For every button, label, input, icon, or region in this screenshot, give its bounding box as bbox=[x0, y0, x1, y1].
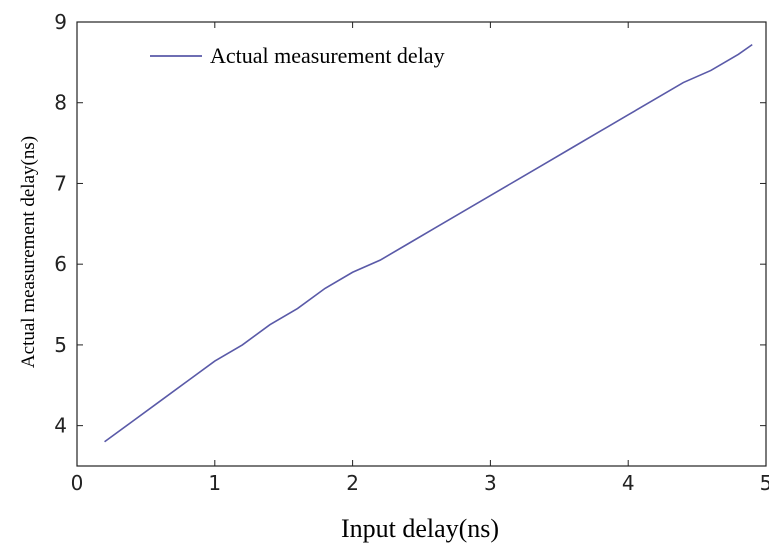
x-tick-label: 4 bbox=[622, 471, 635, 495]
plot-frame bbox=[76, 21, 767, 467]
x-tick-label: 5 bbox=[760, 471, 769, 495]
y-tick-label: 7 bbox=[54, 171, 67, 195]
x-axis-label: Input delay(ns) bbox=[341, 514, 499, 543]
x-tick-label: 1 bbox=[208, 471, 221, 495]
y-tick-label: 8 bbox=[54, 91, 67, 115]
x-tick-label: 0 bbox=[71, 471, 84, 495]
y-axis-label: Actual measurement delay(ns) bbox=[18, 136, 39, 368]
x-tick-label: 3 bbox=[484, 471, 497, 495]
legend-label: Actual measurement delay bbox=[210, 43, 445, 68]
x-tick-label: 2 bbox=[346, 471, 359, 495]
y-tick-label: 6 bbox=[54, 252, 67, 276]
y-tick-label: 9 bbox=[54, 10, 67, 34]
y-tick-label: 5 bbox=[54, 333, 67, 357]
y-tick-label: 4 bbox=[54, 414, 67, 438]
data-line bbox=[104, 43, 753, 443]
